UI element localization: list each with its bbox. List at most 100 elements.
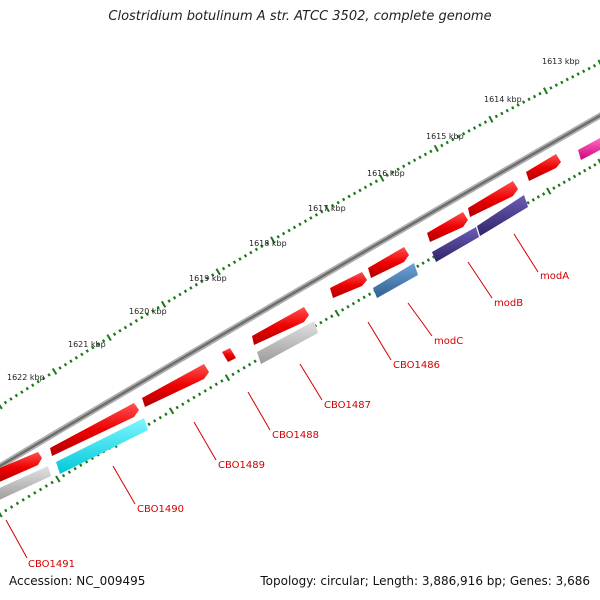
- gene-label-CBO1489[interactable]: CBO1489: [218, 460, 265, 471]
- accession-text: Accession: NC_009495: [9, 574, 146, 588]
- gene-label-CBO1486[interactable]: CBO1486: [393, 360, 440, 371]
- gene-label-CBO1490[interactable]: CBO1490: [137, 504, 184, 515]
- ruler-tick: [527, 97, 531, 102]
- gene-arrow[interactable]: [526, 154, 561, 181]
- gene-label-CBO1491[interactable]: CBO1491: [28, 559, 75, 570]
- ruler-tick: [25, 386, 29, 391]
- ruler-tick: [500, 111, 504, 116]
- ruler-tick: [15, 501, 20, 506]
- ruler-tick: [194, 282, 199, 287]
- ruler-tick: [571, 75, 575, 79]
- ruler-tick: [367, 292, 372, 296]
- ruler-tick: [440, 143, 444, 148]
- ruler-tick: [186, 399, 191, 403]
- ruler-tick: [215, 268, 221, 276]
- tick-label: 1622 kbp: [7, 373, 45, 382]
- gene-label-CBO1487[interactable]: CBO1487: [324, 400, 371, 411]
- ruler-tick: [505, 108, 509, 113]
- ruler-tick: [531, 198, 535, 202]
- ruler-tick: [61, 473, 66, 478]
- gene-arrow[interactable]: [222, 348, 236, 362]
- ruler-tick: [211, 273, 215, 277]
- ruler-tick: [249, 250, 253, 255]
- gene-arrow[interactable]: [330, 272, 367, 298]
- ruler-tick: [593, 163, 597, 167]
- ruler-tick: [560, 80, 564, 85]
- gene-arrow[interactable]: [368, 247, 409, 278]
- ruler-tick: [298, 222, 302, 227]
- ruler-tick: [156, 305, 160, 310]
- ruler-tick: [38, 487, 43, 492]
- gene-arrow[interactable]: [56, 418, 148, 474]
- gene-arrow[interactable]: [0, 466, 51, 502]
- ruler-tick: [33, 491, 37, 495]
- ruler-tick: [145, 312, 149, 316]
- ruler-tick: [526, 201, 530, 205]
- ruler-tick: [583, 168, 587, 173]
- ruler-tick: [91, 345, 95, 350]
- ruler-tick: [44, 484, 49, 488]
- gene-arrow[interactable]: [142, 364, 209, 407]
- ruler-tick: [554, 83, 558, 87]
- ruler-tick: [168, 407, 175, 415]
- ruler-tick: [220, 379, 224, 383]
- gene-label-modC[interactable]: modC: [434, 336, 463, 347]
- ruler-tick: [231, 372, 235, 377]
- ruler-tick: [247, 362, 252, 367]
- ruler-tick: [572, 174, 577, 179]
- gene-arrow[interactable]: [432, 227, 479, 262]
- tick-label: 1617 kbp: [308, 204, 346, 213]
- gene-arrow[interactable]: [477, 195, 528, 236]
- ruler-tick: [178, 292, 182, 297]
- ruler-tick: [511, 106, 515, 110]
- ruler-tick: [445, 140, 449, 145]
- ruler-tick: [147, 422, 151, 427]
- ruler-tick: [287, 228, 291, 233]
- ruler-tick: [164, 412, 168, 416]
- ruler-tick: [243, 254, 248, 258]
- ruler-tick: [543, 87, 548, 95]
- tick-label: 1613 kbp: [542, 57, 580, 66]
- genome-backbone-core: [0, 114, 600, 468]
- ruler-tick: [31, 383, 35, 387]
- ruler-tick: [462, 131, 466, 136]
- ruler-tick: [84, 460, 89, 464]
- gene-arrow[interactable]: [373, 263, 418, 298]
- ruler-tick: [407, 161, 411, 166]
- gene-label-modB[interactable]: modB: [494, 298, 523, 309]
- ruler-tick: [426, 258, 431, 262]
- gene-arrow[interactable]: [257, 321, 318, 364]
- gene-arrow[interactable]: [0, 452, 42, 484]
- ruler-tick: [472, 126, 477, 130]
- ruler-tick: [181, 402, 185, 406]
- ruler-tick: [369, 182, 373, 187]
- genome-backbone: [0, 112, 600, 470]
- ruler-tick: [319, 320, 323, 325]
- ruler-tick: [324, 317, 328, 322]
- ruler-tick: [412, 158, 417, 163]
- gene-arrow[interactable]: [50, 403, 139, 456]
- gene-arrow[interactable]: [252, 307, 309, 345]
- ruler-tick: [129, 322, 133, 326]
- ruler-tick: [538, 91, 542, 96]
- ruler-tick: [27, 494, 31, 499]
- ruler-tick: [536, 195, 541, 199]
- ruler-tick: [488, 115, 494, 123]
- ruler-tick: [522, 100, 526, 104]
- ruler-tick: [158, 415, 162, 420]
- ruler-tick: [467, 129, 471, 133]
- ruler-tick: [227, 263, 231, 268]
- gene-arrow[interactable]: [578, 138, 600, 160]
- tick-label: 1618 kbp: [249, 239, 287, 248]
- gene-arrow[interactable]: [427, 212, 468, 242]
- ruler-tick: [429, 149, 433, 154]
- gene-label-CBO1488[interactable]: CBO1488: [272, 430, 319, 441]
- ruler-tick: [112, 332, 117, 336]
- gene-arrow[interactable]: [468, 181, 518, 217]
- ruler-tick: [567, 177, 571, 182]
- ruler-tick: [50, 480, 54, 485]
- gene-label-modA[interactable]: modA: [540, 271, 569, 282]
- ruler-tick: [58, 366, 62, 370]
- ruler-tick: [374, 179, 378, 184]
- tick-label: 1614 kbp: [484, 95, 522, 104]
